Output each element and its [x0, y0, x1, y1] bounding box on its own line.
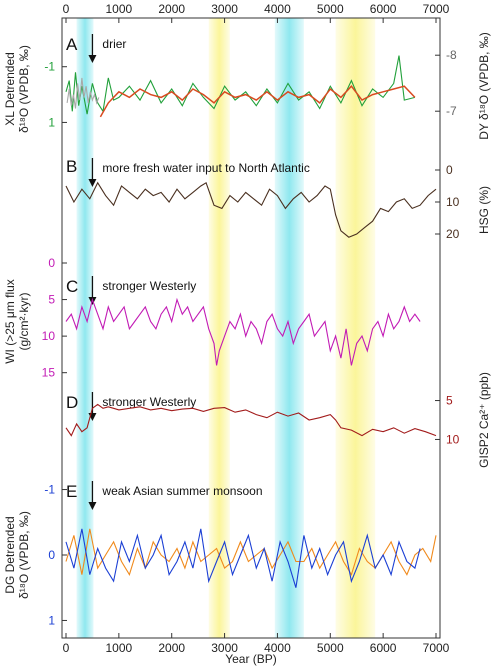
right-axis-label: GISP2 Ca²⁺ (ppb) [477, 372, 491, 468]
right-axis: 5 10 GISP2 Ca²⁺ (ppb) [435, 372, 491, 468]
right-axis: -8 -7 DY δ¹⁸O (VPDB, ‰) [435, 32, 491, 140]
panel-annotation: stronger Westerly [102, 395, 196, 409]
bottom-x-tick-label: 1000 [106, 641, 133, 655]
annotation-arrowhead [88, 179, 97, 187]
bottom-x-tick-label: 2000 [158, 641, 185, 655]
left-axis: 0 5 10 15 WI (>25 μm flux (g/cm²·kyr) [3, 256, 67, 380]
right-tick-label: -8 [446, 48, 457, 62]
panel-letter: C [66, 277, 78, 296]
left-tick-label: -1 [44, 483, 55, 497]
top-x-tick-label: 7000 [423, 2, 450, 16]
highlight-band [208, 18, 230, 638]
panel-annotation: drier [102, 37, 126, 51]
panel-annotation: weak Asian summer monsoon [101, 484, 262, 498]
annotation-arrowhead [88, 55, 97, 63]
bottom-x-tick-label: 4000 [264, 641, 291, 655]
series-line-hsg [65, 181, 437, 238]
left-tick-label: 5 [48, 293, 55, 307]
right-axis-label: HSG (%) [477, 186, 491, 234]
left-axis: -1 1 XL Detrended δ¹⁸O (VPDB, ‰) [3, 45, 67, 133]
bottom-x-tick-label: 6000 [370, 641, 397, 655]
series-line-dy [99, 85, 416, 118]
panel-letter: D [66, 393, 78, 412]
left-tick-label: 1 [48, 613, 55, 627]
bottom-x-tick-label: 7000 [423, 641, 450, 655]
right-tick-label: -7 [446, 104, 457, 118]
series-line-gisp2 [65, 403, 437, 437]
left-axis-label-line1: WI (>25 μm flux [3, 279, 17, 364]
highlight-bands [76, 18, 376, 638]
bottom-x-tick-label: 0 [63, 641, 70, 655]
annotation-arrowhead [88, 502, 97, 510]
series-line-wi [65, 297, 421, 366]
panel-annotation: stronger Westerly [102, 279, 196, 293]
left-tick-label: 10 [42, 329, 56, 343]
left-axis-label-line2: δ¹⁸O (VPDB, ‰) [17, 45, 31, 133]
top-x-tick-label: 3000 [211, 2, 238, 16]
series-line-xl [65, 55, 416, 115]
x-axis-label: Year (BP) [225, 652, 277, 666]
panel-letter: A [66, 35, 78, 54]
right-axis: 0 10 20 HSG (%) [435, 163, 491, 241]
left-tick-label: 1 [48, 115, 55, 129]
left-tick-label: 0 [48, 256, 55, 270]
right-axis-label: DY δ¹⁸O (VPDB, ‰) [477, 32, 491, 140]
panel-letter: B [66, 157, 77, 176]
series-line-dg-blue [65, 528, 421, 588]
top-x-tick-label: 0 [63, 2, 70, 16]
left-tick-label: -1 [44, 60, 55, 74]
right-tick-label: 10 [446, 195, 460, 209]
top-x-tick-label: 6000 [370, 2, 397, 16]
highlight-band [76, 18, 94, 638]
panel-letter: E [66, 482, 77, 501]
top-x-tick-label: 1000 [106, 2, 133, 16]
plot-frame [61, 17, 441, 639]
right-tick-label: 5 [446, 394, 453, 408]
right-tick-label: 20 [446, 227, 460, 241]
left-tick-label: 0 [48, 548, 55, 562]
bottom-x-tick-label: 3000 [211, 641, 238, 655]
series-line-dg-orange [65, 528, 437, 576]
right-tick-label: 0 [446, 163, 453, 177]
panel-annotation: more fresh water input to North Atlantic [102, 161, 309, 175]
left-axis-label-line2: (g/cm²·kyr) [17, 293, 31, 351]
series-line-xl-early [66, 77, 100, 109]
top-x-tick-label: 2000 [158, 2, 185, 16]
left-axis: -1 0 1 DG Detrended δ¹⁸O (VPDB, ‰) [3, 483, 67, 627]
right-tick-label: 10 [446, 432, 460, 446]
highlight-band [335, 18, 376, 638]
top-x-tick-label: 4000 [264, 2, 291, 16]
top-x-tick-label: 5000 [317, 2, 344, 16]
left-tick-label: 15 [42, 366, 56, 380]
bottom-x-tick-label: 5000 [317, 641, 344, 655]
top-x-axis: 0 1000 2000 3000 4000 5000 6000 7000 [63, 2, 450, 23]
left-axis-label-line2: δ¹⁸O (VPDB, ‰) [17, 511, 31, 599]
bottom-x-axis: 0 1000 2000 3000 4000 5000 6000 7000 [63, 633, 450, 655]
left-axis-label-line1: DG Detrended [3, 516, 17, 593]
left-axis-label-line1: XL Detrended [3, 52, 17, 126]
